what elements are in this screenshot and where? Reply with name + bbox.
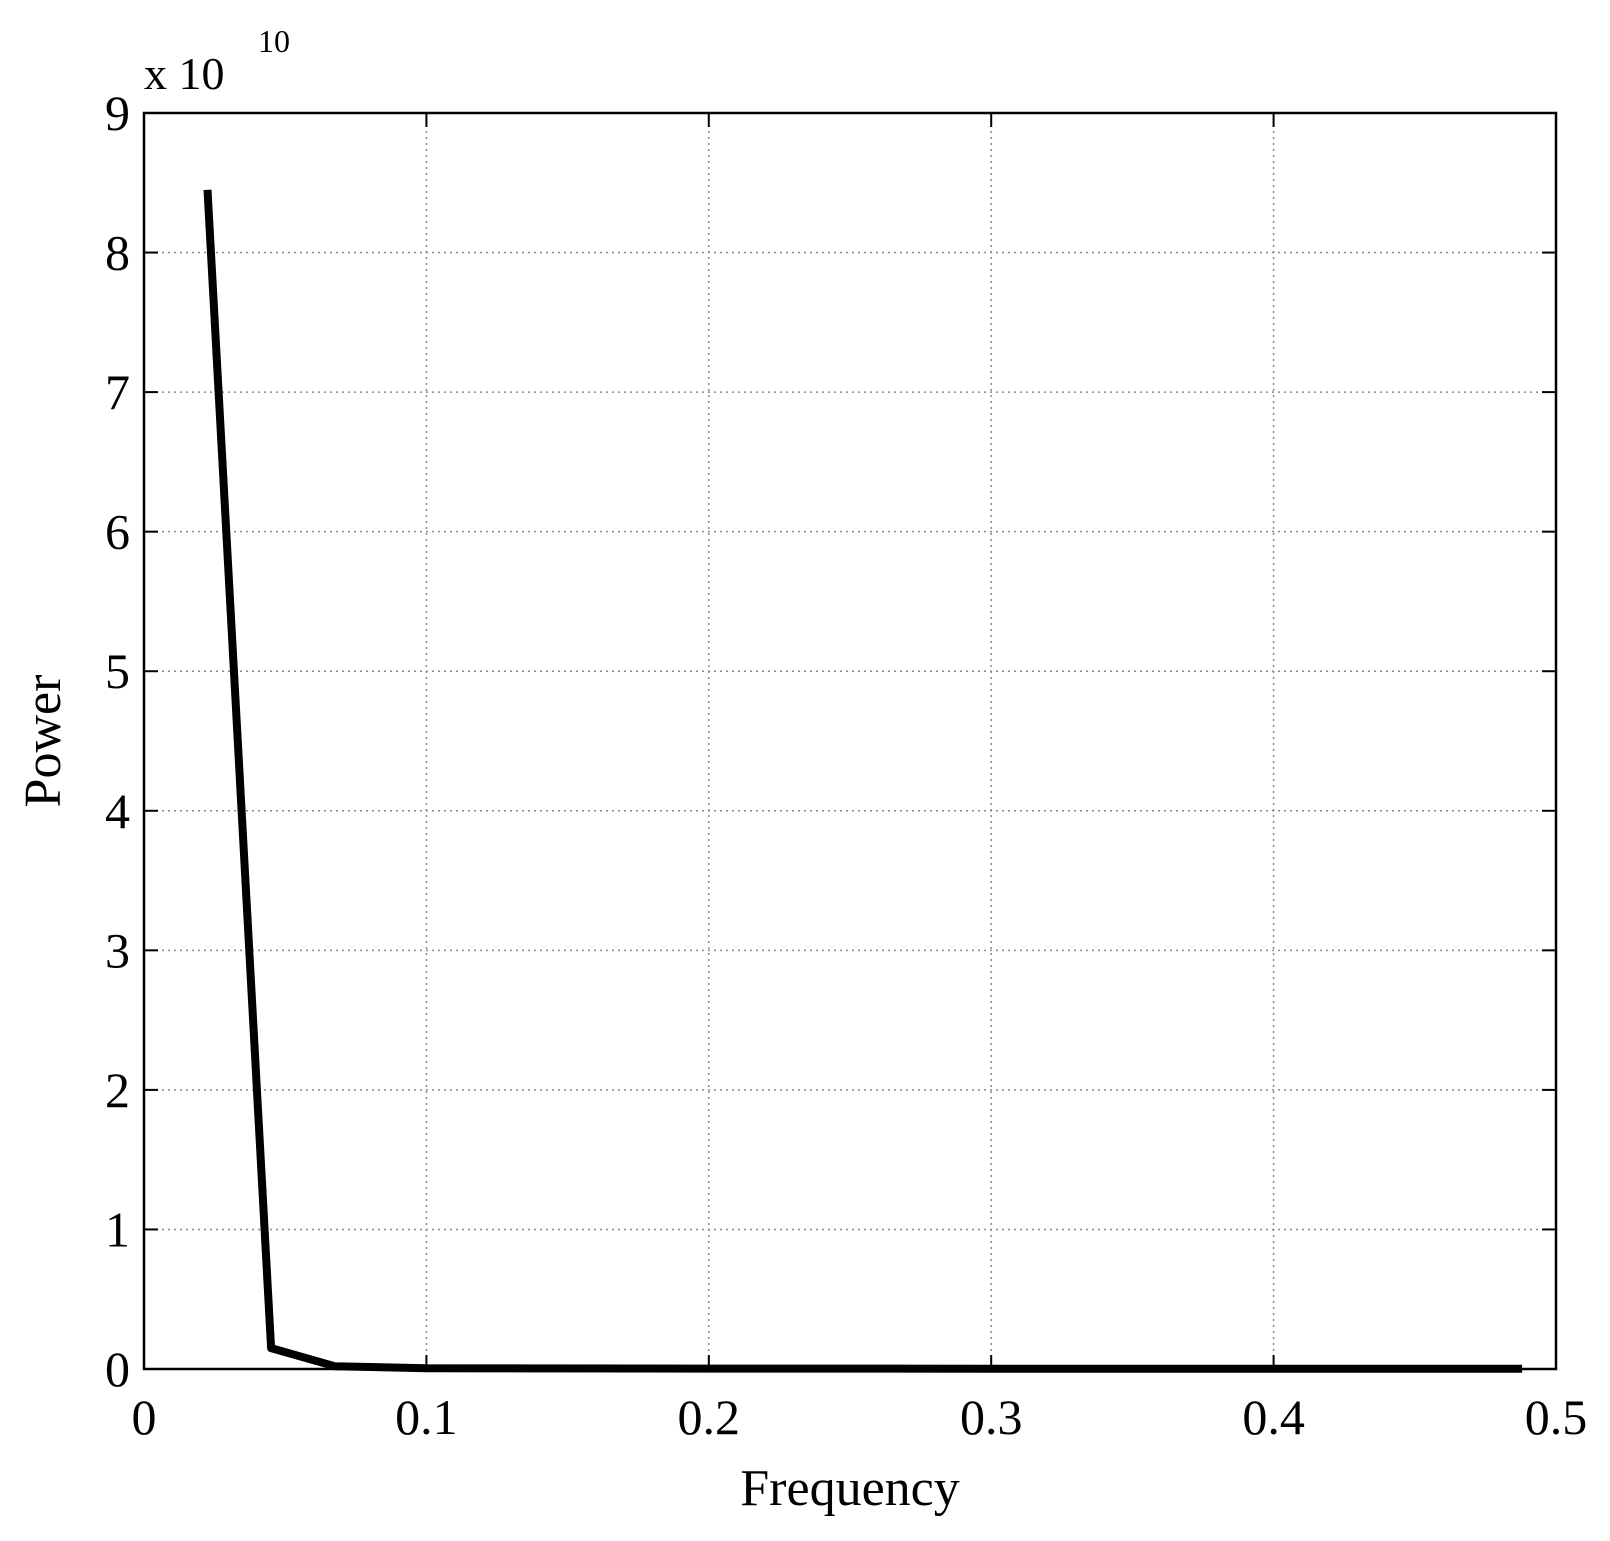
multiplier-exponent: 10 [258,23,290,59]
y-axis-label: Power [15,675,72,808]
y-tick-label: 6 [105,504,130,560]
tick-marks [143,112,1557,1370]
y-tick-labels: 0 1 2 3 4 5 6 7 8 9 [105,85,130,1397]
x-tick-label: 0.5 [1525,1389,1588,1445]
axes-frame [142,111,1558,1371]
y-tick-label: 4 [105,783,130,839]
grid [144,113,1556,1369]
x-axis-label: Frequency [740,1460,959,1517]
series-line [203,189,1523,1373]
x-tick-label: 0.2 [678,1389,741,1445]
x-tick-labels: 0 0.1 0.2 0.3 0.4 0.5 [132,1389,1588,1445]
y-tick-label: 8 [105,225,130,281]
y-tick-label: 5 [105,643,130,699]
y-tick-label: 1 [105,1201,130,1257]
x-tick-label: 0 [132,1389,157,1445]
x-tick-label: 0.4 [1242,1389,1305,1445]
y-tick-label: 0 [105,1341,130,1397]
series-layer [203,189,1523,1373]
multiplier-base: x 10 [144,48,225,99]
y-tick-label: 7 [105,364,130,420]
x-tick-label: 0.1 [395,1389,458,1445]
x-tick-label: 0.3 [960,1389,1023,1445]
y-tick-label: 3 [105,922,130,978]
y-tick-label: 2 [105,1062,130,1118]
y-tick-label: 9 [105,85,130,141]
y-axis-multiplier: x 10 10 [144,23,290,99]
